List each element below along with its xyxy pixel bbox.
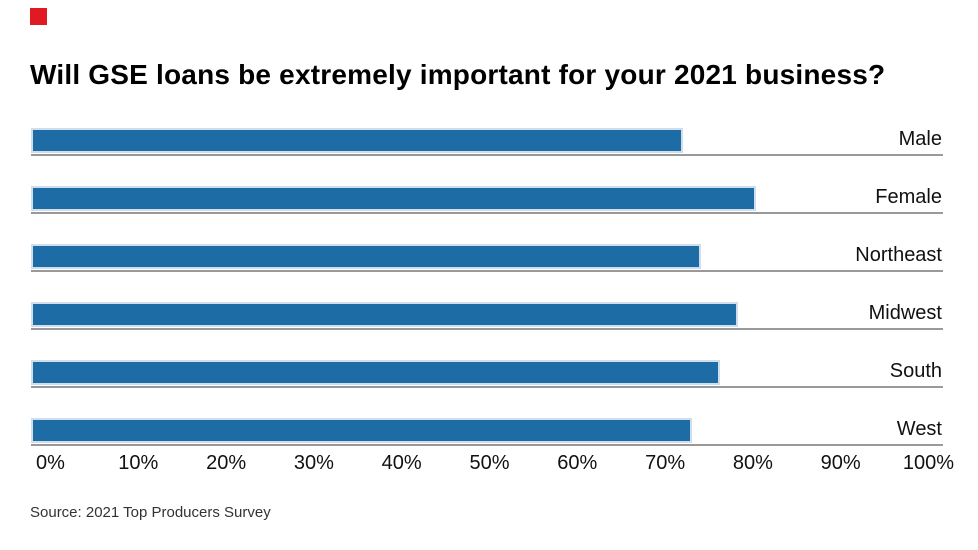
category-label: Northeast bbox=[855, 244, 942, 266]
row-baseline bbox=[31, 154, 943, 156]
category-label: West bbox=[896, 418, 942, 440]
x-axis-tick-label: 20% bbox=[206, 452, 247, 474]
bar-midwest bbox=[31, 302, 738, 327]
row-baseline bbox=[31, 386, 943, 388]
x-axis-tick-label: 0% bbox=[36, 452, 65, 474]
x-axis-tick-label: 70% bbox=[645, 452, 686, 474]
x-axis-tick-label: 40% bbox=[381, 452, 422, 474]
bar-chart-plot-area: Male Female Northeast Midwest South West bbox=[31, 98, 943, 446]
red-square-brand-icon bbox=[30, 8, 47, 25]
x-axis-tick-label: 10% bbox=[118, 452, 159, 474]
category-label: South bbox=[889, 360, 942, 382]
x-axis-tick-label: 100% bbox=[902, 452, 955, 474]
x-axis-tick-label: 50% bbox=[469, 452, 510, 474]
x-axis-tick-label: 90% bbox=[820, 452, 861, 474]
category-label: Female bbox=[875, 186, 942, 208]
bar-row-west: West bbox=[31, 388, 943, 446]
bar-northeast bbox=[31, 244, 702, 269]
bar-female bbox=[31, 186, 756, 211]
x-axis-tick-label: 30% bbox=[293, 452, 334, 474]
x-axis-tick-label: 80% bbox=[732, 452, 773, 474]
bar-row-midwest: Midwest bbox=[31, 272, 943, 330]
chart-title: Will GSE loans be extremely important fo… bbox=[30, 58, 886, 90]
bar-male bbox=[31, 128, 684, 153]
bar-row-male: Male bbox=[31, 98, 943, 156]
bar-row-northeast: Northeast bbox=[31, 214, 943, 272]
category-label: Male bbox=[898, 128, 942, 150]
x-axis-tick-label: 60% bbox=[557, 452, 598, 474]
bar-row-female: Female bbox=[31, 156, 943, 214]
source-attribution: Source: 2021 Top Producers Survey bbox=[30, 504, 271, 521]
row-baseline bbox=[31, 270, 943, 272]
bar-row-south: South bbox=[31, 330, 943, 388]
row-baseline bbox=[31, 212, 943, 214]
row-baseline bbox=[31, 328, 943, 330]
category-label: Midwest bbox=[868, 302, 942, 324]
bar-south bbox=[31, 360, 720, 385]
x-axis: 0% 10% 20% 30% 40% 50% 60% 70% 80% 90% 1… bbox=[31, 452, 954, 476]
row-baseline bbox=[31, 444, 943, 446]
bar-west bbox=[31, 418, 693, 443]
